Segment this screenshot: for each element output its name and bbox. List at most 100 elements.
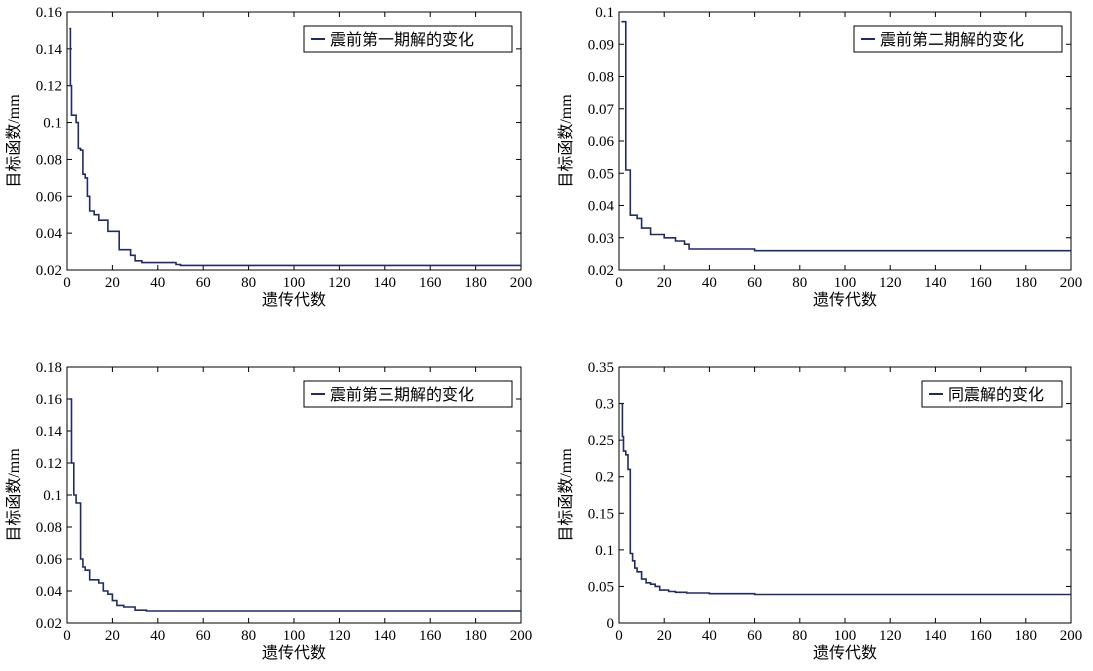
x-tick-label: 120 (879, 275, 902, 291)
series-line (621, 20, 1071, 252)
legend: 震前第一期解的变化 (303, 25, 513, 53)
x-tick-label: 60 (196, 628, 211, 644)
y-tick-label: 0.12 (36, 456, 62, 472)
x-tick-label: 200 (510, 275, 533, 291)
y-tick-label: 0.14 (36, 42, 63, 58)
y-tick-label: 0.04 (36, 226, 63, 242)
x-tick-label: 80 (792, 628, 807, 644)
series-line (69, 27, 521, 267)
y-tick-label: 0.06 (36, 189, 63, 205)
x-tick-label: 20 (105, 628, 120, 644)
x-tick-label: 80 (241, 628, 256, 644)
x-axis-label: 遗传代数 (813, 291, 877, 309)
x-tick-label: 0 (63, 628, 71, 644)
y-axis-label: 目标函数/mm (5, 448, 23, 542)
x-tick-label: 60 (196, 275, 211, 291)
y-tick-label: 0.04 (588, 199, 615, 215)
legend: 震前第三期解的变化 (303, 380, 513, 408)
x-axis-label: 遗传代数 (262, 291, 326, 309)
y-tick-label: 0.2 (595, 470, 614, 486)
x-tick-label: 0 (615, 628, 623, 644)
x-tick-label: 140 (924, 628, 947, 644)
x-tick-label: 180 (464, 275, 487, 291)
x-tick-label: 180 (1015, 275, 1038, 291)
legend-label: 震前第三期解的变化 (330, 386, 474, 404)
y-tick-label: 0.02 (36, 263, 62, 279)
y-tick-label: 0.07 (588, 102, 615, 118)
x-axis-label: 遗传代数 (262, 644, 326, 662)
x-tick-label: 160 (419, 275, 442, 291)
x-tick-label: 40 (702, 628, 717, 644)
legend: 同震解的变化 (921, 380, 1063, 408)
y-tick-label: 0.08 (36, 152, 62, 168)
y-tick-label: 0.14 (36, 424, 63, 440)
y-tick-label: 0.08 (36, 520, 62, 536)
x-tick-label: 140 (374, 275, 397, 291)
x-tick-label: 140 (374, 628, 397, 644)
y-tick-label: 0.09 (588, 37, 614, 53)
x-tick-label: 100 (834, 628, 857, 644)
x-tick-label: 100 (283, 628, 306, 644)
x-axis-label: 遗传代数 (813, 644, 877, 662)
x-tick-label: 0 (63, 275, 71, 291)
y-tick-label: 0.25 (588, 433, 614, 449)
x-tick-label: 160 (969, 628, 992, 644)
y-tick-label: 0.3 (595, 397, 614, 413)
y-tick-label: 0.16 (36, 5, 63, 21)
x-tick-label: 40 (150, 275, 165, 291)
x-tick-label: 140 (924, 275, 947, 291)
y-tick-label: 0.02 (588, 263, 614, 279)
chart-panel-1: 0 20 40 60 80 100 120 140 160 180 200 0.02 0.04 0.06 0… (5, 5, 532, 309)
series-line (621, 402, 1071, 596)
x-tick-label: 120 (328, 275, 351, 291)
x-tick-label: 160 (969, 275, 992, 291)
x-tick-label: 100 (283, 275, 306, 291)
legend-box (303, 25, 513, 53)
y-tick-label: 0 (607, 616, 615, 632)
x-tick-label: 200 (510, 628, 533, 644)
x-tick-label: 40 (150, 628, 165, 644)
x-tick-label: 20 (105, 275, 120, 291)
x-tick-label: 180 (464, 628, 487, 644)
series-line (69, 398, 521, 612)
y-tick-label: 0.12 (36, 79, 62, 95)
x-tick-label: 100 (834, 275, 857, 291)
y-tick-label: 0.04 (36, 584, 63, 600)
legend-box (303, 380, 513, 408)
legend-box (921, 380, 1063, 408)
x-tick-label: 200 (1060, 275, 1083, 291)
x-tick-label: 40 (702, 275, 717, 291)
x-tick-label: 160 (419, 628, 442, 644)
y-tick-label: 0.03 (588, 231, 614, 247)
legend-label: 震前第二期解的变化 (880, 31, 1024, 49)
x-tick-label: 120 (328, 628, 351, 644)
y-tick-label: 0.02 (36, 616, 62, 632)
y-axis-label: 目标函数/mm (557, 448, 575, 542)
chart-panel-2: 0 20 40 60 80 100 120 140 160 180 200 0.02 0.03 0.04 0… (557, 5, 1082, 309)
legend-label: 震前第一期解的变化 (330, 31, 474, 49)
x-tick-label: 200 (1060, 628, 1083, 644)
x-tick-label: 20 (657, 628, 672, 644)
y-axis-label: 目标函数/mm (557, 94, 575, 188)
x-tick-label: 60 (747, 275, 762, 291)
y-tick-label: 0.06 (36, 552, 63, 568)
y-tick-label: 0.08 (588, 70, 614, 86)
y-axis-label: 目标函数/mm (5, 94, 23, 188)
chart-panel-4: 0 20 40 60 80 100 120 140 160 180 200 0 0.05 0.1 0.15 0… (557, 360, 1082, 662)
y-tick-label: 0.1 (43, 116, 62, 132)
y-tick-label: 0.1 (43, 488, 62, 504)
x-tick-label: 80 (241, 275, 256, 291)
x-tick-label: 20 (657, 275, 672, 291)
legend-label: 同震解的变化 (948, 386, 1044, 404)
x-tick-label: 60 (747, 628, 762, 644)
y-tick-label: 0.06 (588, 134, 615, 150)
y-tick-label: 0.16 (36, 392, 63, 408)
y-tick-label: 0.35 (588, 360, 614, 376)
x-tick-label: 0 (615, 275, 623, 291)
y-tick-label: 0.1 (595, 5, 614, 21)
x-tick-label: 80 (792, 275, 807, 291)
y-tick-label: 0.15 (588, 506, 614, 522)
y-tick-label: 0.05 (588, 166, 614, 182)
chart-panel-3: 0 20 40 60 80 100 120 140 160 180 200 0.02 0.04 0.06 0… (5, 360, 532, 662)
